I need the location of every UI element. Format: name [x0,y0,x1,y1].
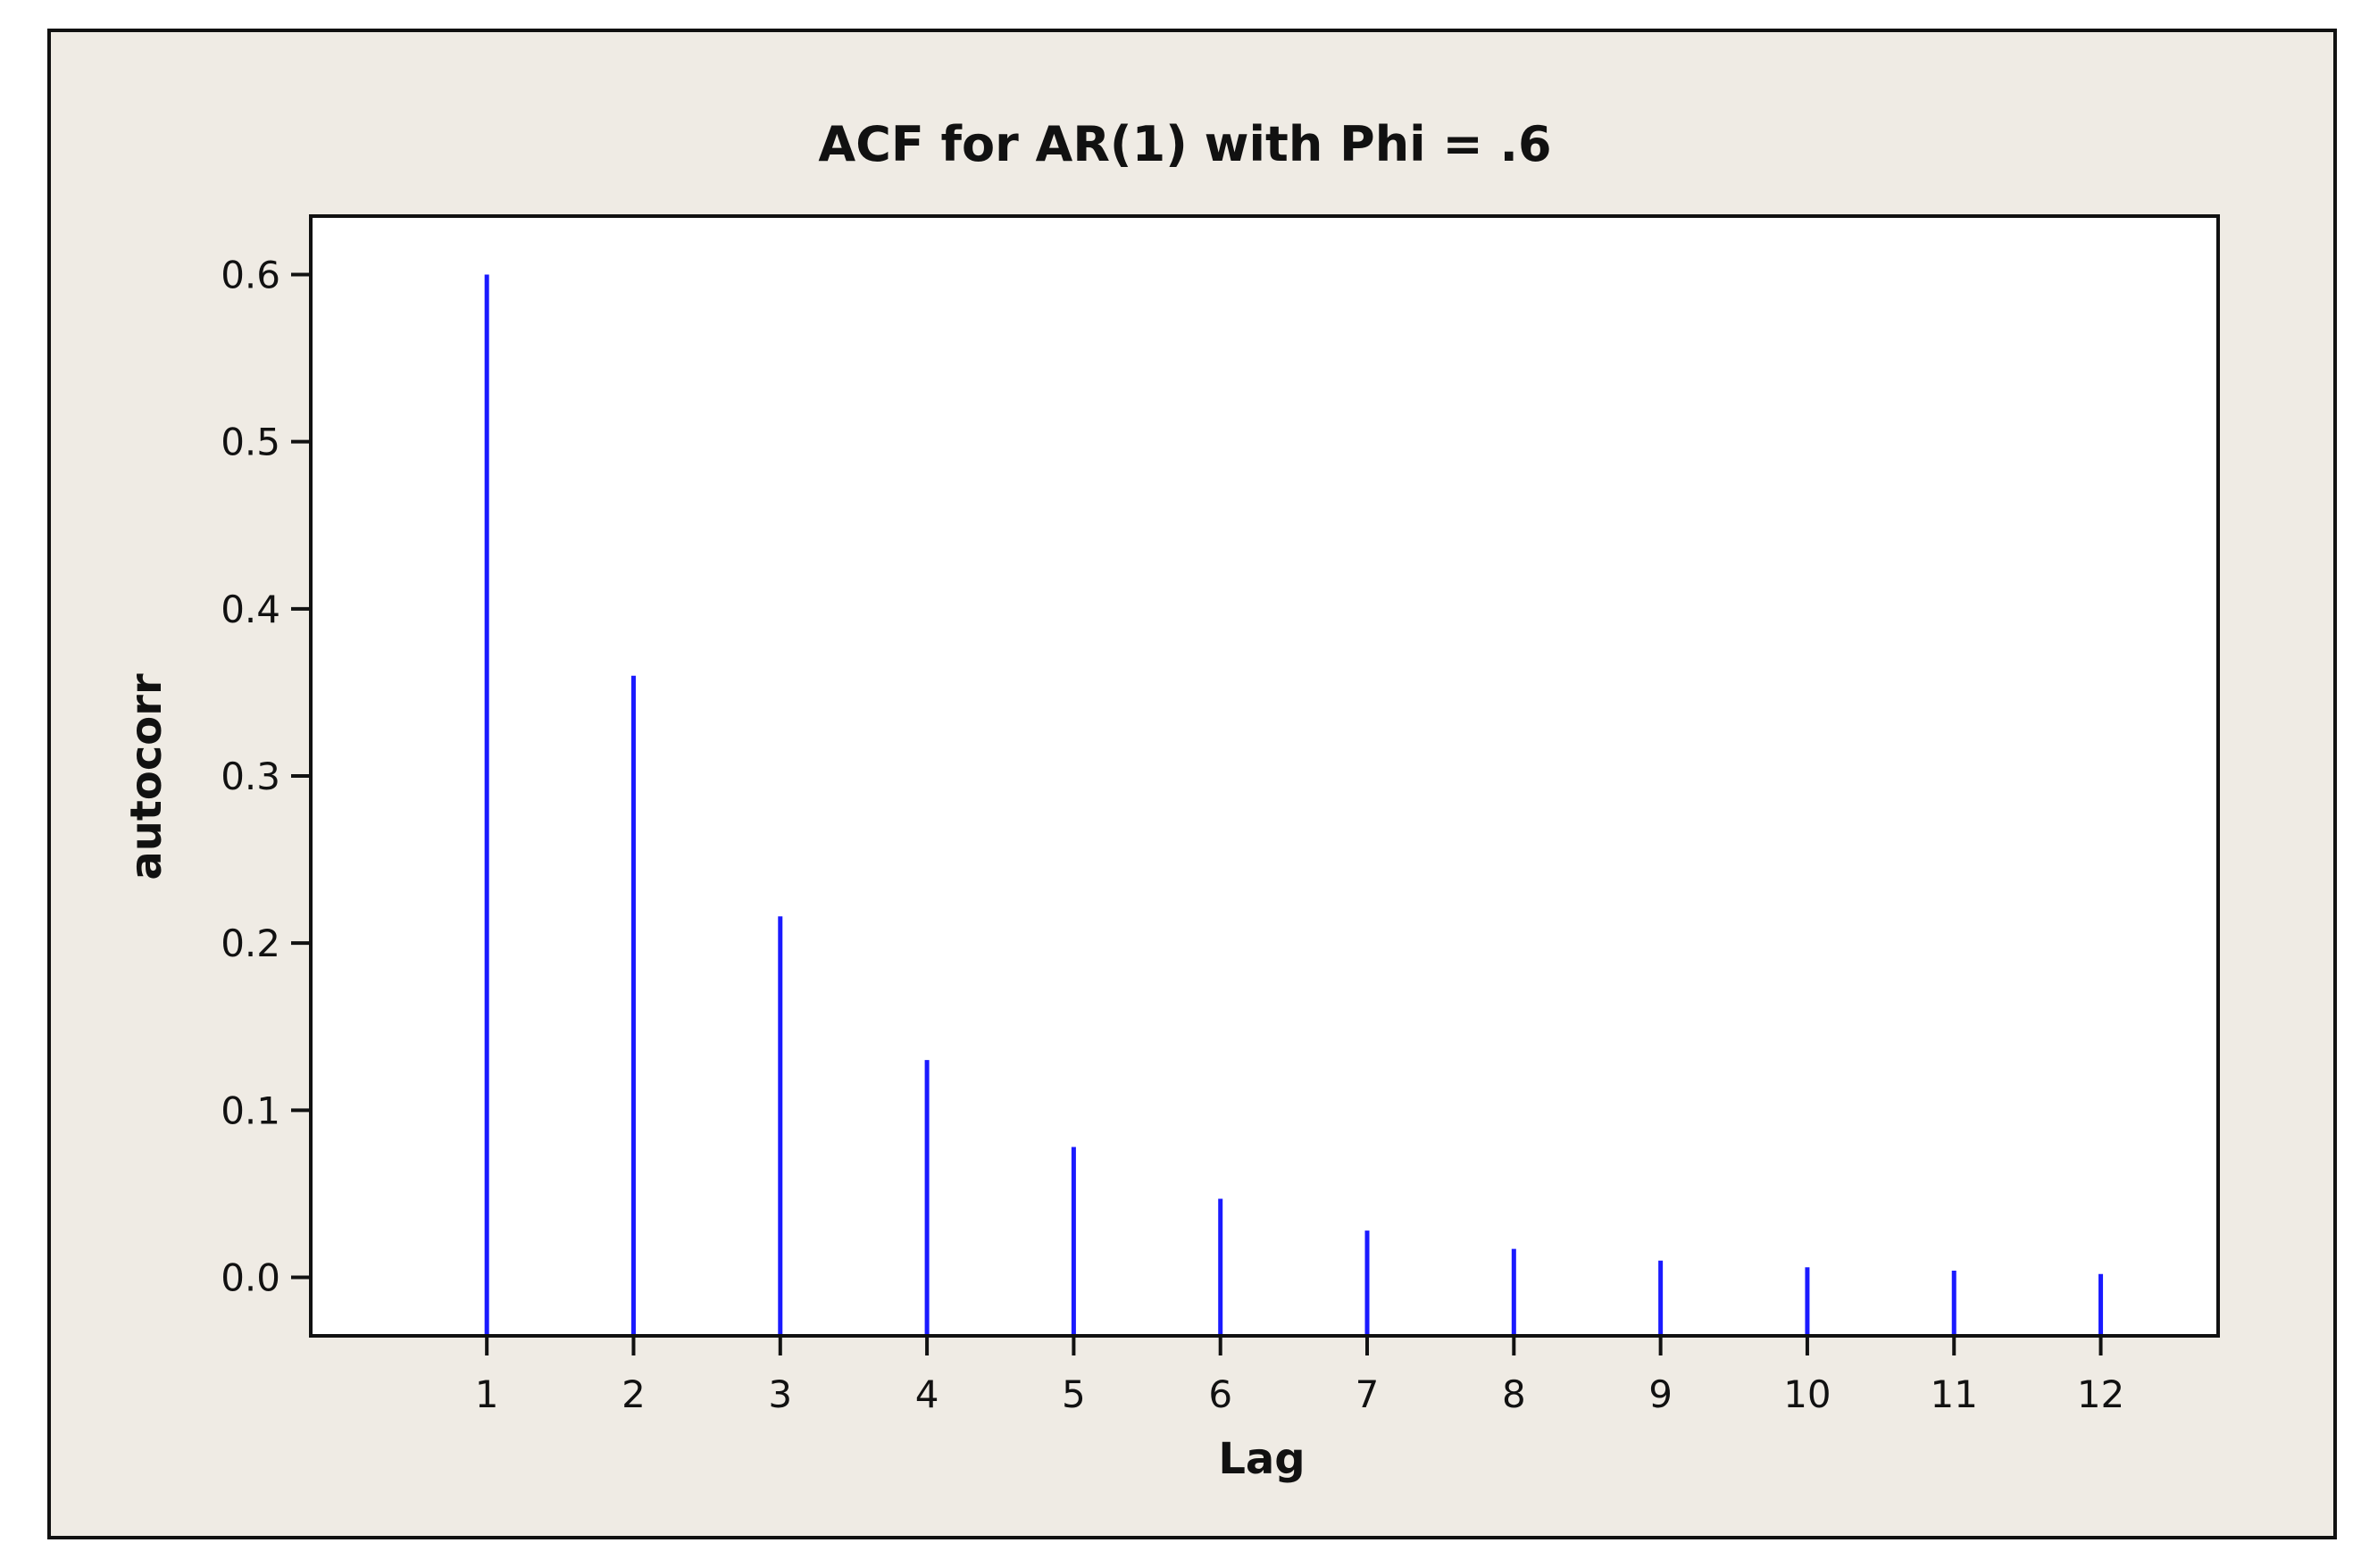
x-tick-label: 7 [1356,1372,1380,1416]
plot-area [309,214,2220,1338]
x-tick-label: 12 [2077,1372,2124,1416]
y-axis-label: autocorr [121,673,171,880]
y-tick-label: 0.1 [221,1088,280,1132]
x-axis-ticks: 1 2 3 4 5 6 7 8 9 10 11 12 [475,1336,2124,1416]
x-axis-label: Lag [1218,1434,1305,1484]
y-axis-ticks: 0.0 0.1 0.2 0.3 0.4 0.5 0.6 [221,254,311,1299]
x-tick-label: 1 [475,1372,499,1416]
x-tick-label: 4 [915,1372,939,1416]
x-tick-label: 5 [1062,1372,1086,1416]
x-tick-label: 10 [1783,1372,1831,1416]
x-tick-label: 8 [1502,1372,1526,1416]
chart-title: ACF for AR(1) with Phi = .6 [818,116,1551,172]
x-tick-label: 6 [1208,1372,1232,1416]
x-tick-label: 2 [622,1372,646,1416]
y-tick-label: 0.5 [221,421,280,464]
x-tick-label: 3 [768,1372,792,1416]
y-tick-label: 0.0 [221,1255,280,1299]
acf-bars [484,274,2104,1334]
y-tick-label: 0.2 [221,922,280,965]
y-tick-label: 0.3 [221,755,280,798]
x-tick-label: 9 [1648,1372,1673,1416]
y-tick-label: 0.4 [221,588,280,631]
y-tick-label: 0.6 [221,254,280,297]
x-tick-label: 11 [1931,1372,1978,1416]
